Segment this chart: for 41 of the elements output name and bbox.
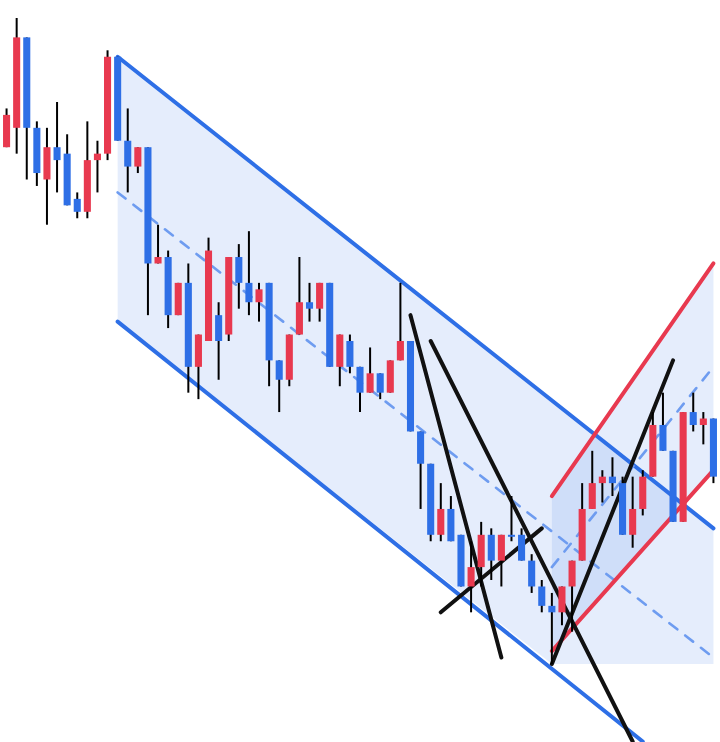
candlestick [346, 333, 354, 375]
candlestick [689, 391, 697, 433]
candlestick [477, 520, 485, 588]
candlestick [467, 540, 475, 614]
candlestick [43, 126, 51, 226]
candlestick [134, 146, 142, 175]
candlestick [437, 482, 445, 543]
candlestick [93, 139, 101, 194]
candlestick [124, 107, 132, 194]
candlestick [608, 456, 616, 498]
candlestick [305, 281, 314, 323]
candlestick [568, 559, 576, 633]
candlestick [396, 281, 404, 362]
candlestick [497, 533, 505, 588]
candlestick [366, 346, 374, 394]
candlestick [285, 333, 293, 388]
candlestick [528, 553, 536, 594]
candlestick [417, 430, 425, 510]
candlestick [33, 120, 41, 187]
candlestick [699, 411, 707, 446]
candlestick [235, 243, 243, 310]
candlestick [376, 372, 384, 401]
candlestick [487, 527, 495, 582]
candlestick [255, 281, 263, 323]
candlestick [245, 230, 253, 317]
candlestick [356, 365, 364, 414]
candlestick [336, 333, 344, 388]
candlestick [629, 475, 637, 549]
candlestick [386, 359, 394, 394]
candlestick [275, 359, 283, 414]
candlestick [659, 391, 667, 452]
candlestick [558, 585, 566, 627]
candlestick [548, 591, 556, 665]
candlestick [538, 579, 546, 614]
candlestick [598, 469, 606, 504]
candlestick [295, 256, 303, 336]
candlestick [316, 281, 324, 323]
candlestick [588, 449, 596, 510]
candlestick [154, 223, 162, 265]
candlestick [639, 469, 647, 517]
candlestick [215, 301, 223, 381]
